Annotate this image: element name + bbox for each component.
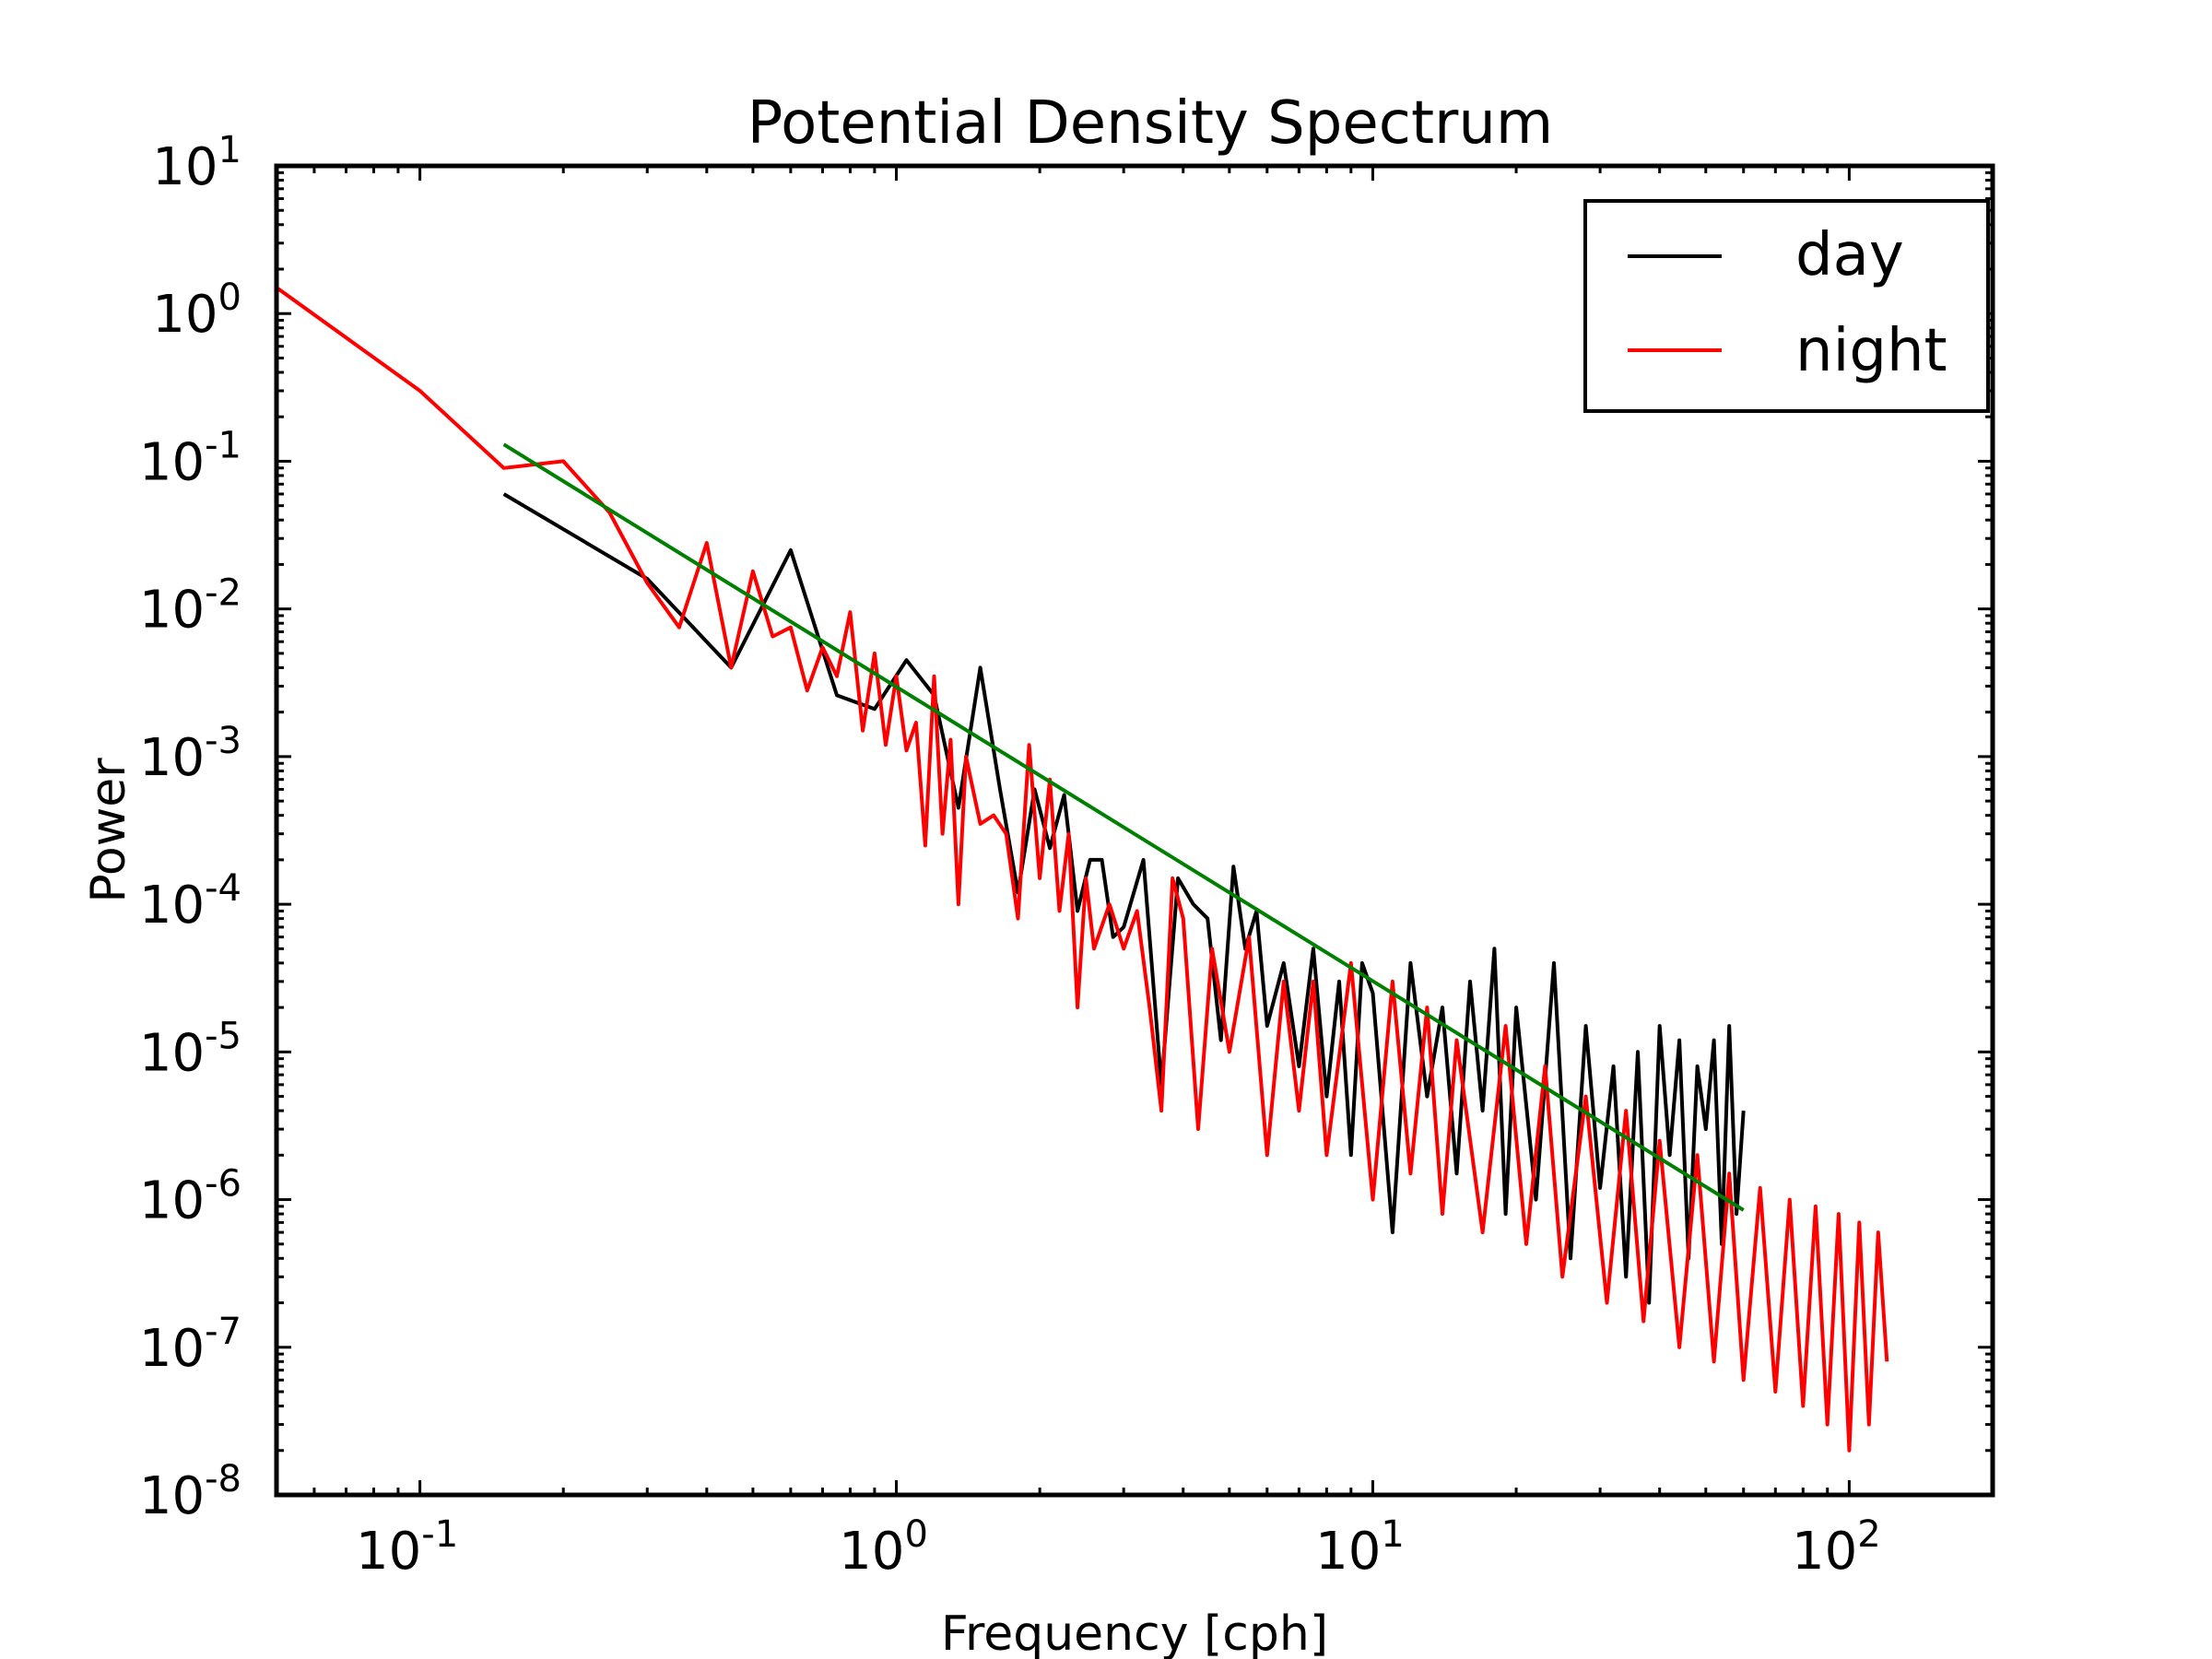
y-tick-label: 10-1 — [139, 424, 241, 492]
y-tick-label: 100 — [152, 276, 241, 345]
plot-frame — [274, 163, 1995, 1498]
legend-frame — [1583, 199, 1990, 413]
legend-label-day: day — [1795, 221, 1904, 289]
series-layer — [276, 286, 1889, 1453]
y-axis-label: Power — [81, 758, 136, 903]
y-tick-label: 10-8 — [139, 1458, 241, 1526]
y-tick-label: 10-5 — [139, 1015, 241, 1083]
legend: day night — [1583, 199, 1990, 413]
y-tick-labels: 101 100 10-1 10-2 10-3 10-4 10-5 10-6 10-7 10-8 — [139, 129, 241, 1526]
legend-label-night: night — [1795, 317, 1947, 385]
series-line-day — [502, 492, 1746, 1305]
ticks-layer — [275, 164, 1994, 1497]
x-tick-label: 10-1 — [356, 1513, 458, 1582]
x-tick-label: 100 — [839, 1513, 928, 1582]
y-tick-label: 10-2 — [139, 572, 241, 641]
series-line-night — [276, 286, 1889, 1453]
x-tick-labels: 10-1 100 101 102 — [356, 1513, 1881, 1582]
chart-title: Potential Density Spectrum — [747, 89, 1554, 158]
y-tick-label: 10-6 — [139, 1163, 241, 1231]
y-tick-label: 10-4 — [139, 867, 241, 935]
x-tick-label: 102 — [1792, 1513, 1881, 1582]
x-tick-label: 101 — [1315, 1513, 1405, 1582]
x-axis-label: Frequency [cph] — [941, 1606, 1328, 1659]
y-tick-label: 10-7 — [139, 1311, 241, 1379]
series-line-fit — [502, 442, 1745, 1212]
y-tick-label: 101 — [152, 129, 241, 197]
y-tick-label: 10-3 — [139, 720, 241, 788]
